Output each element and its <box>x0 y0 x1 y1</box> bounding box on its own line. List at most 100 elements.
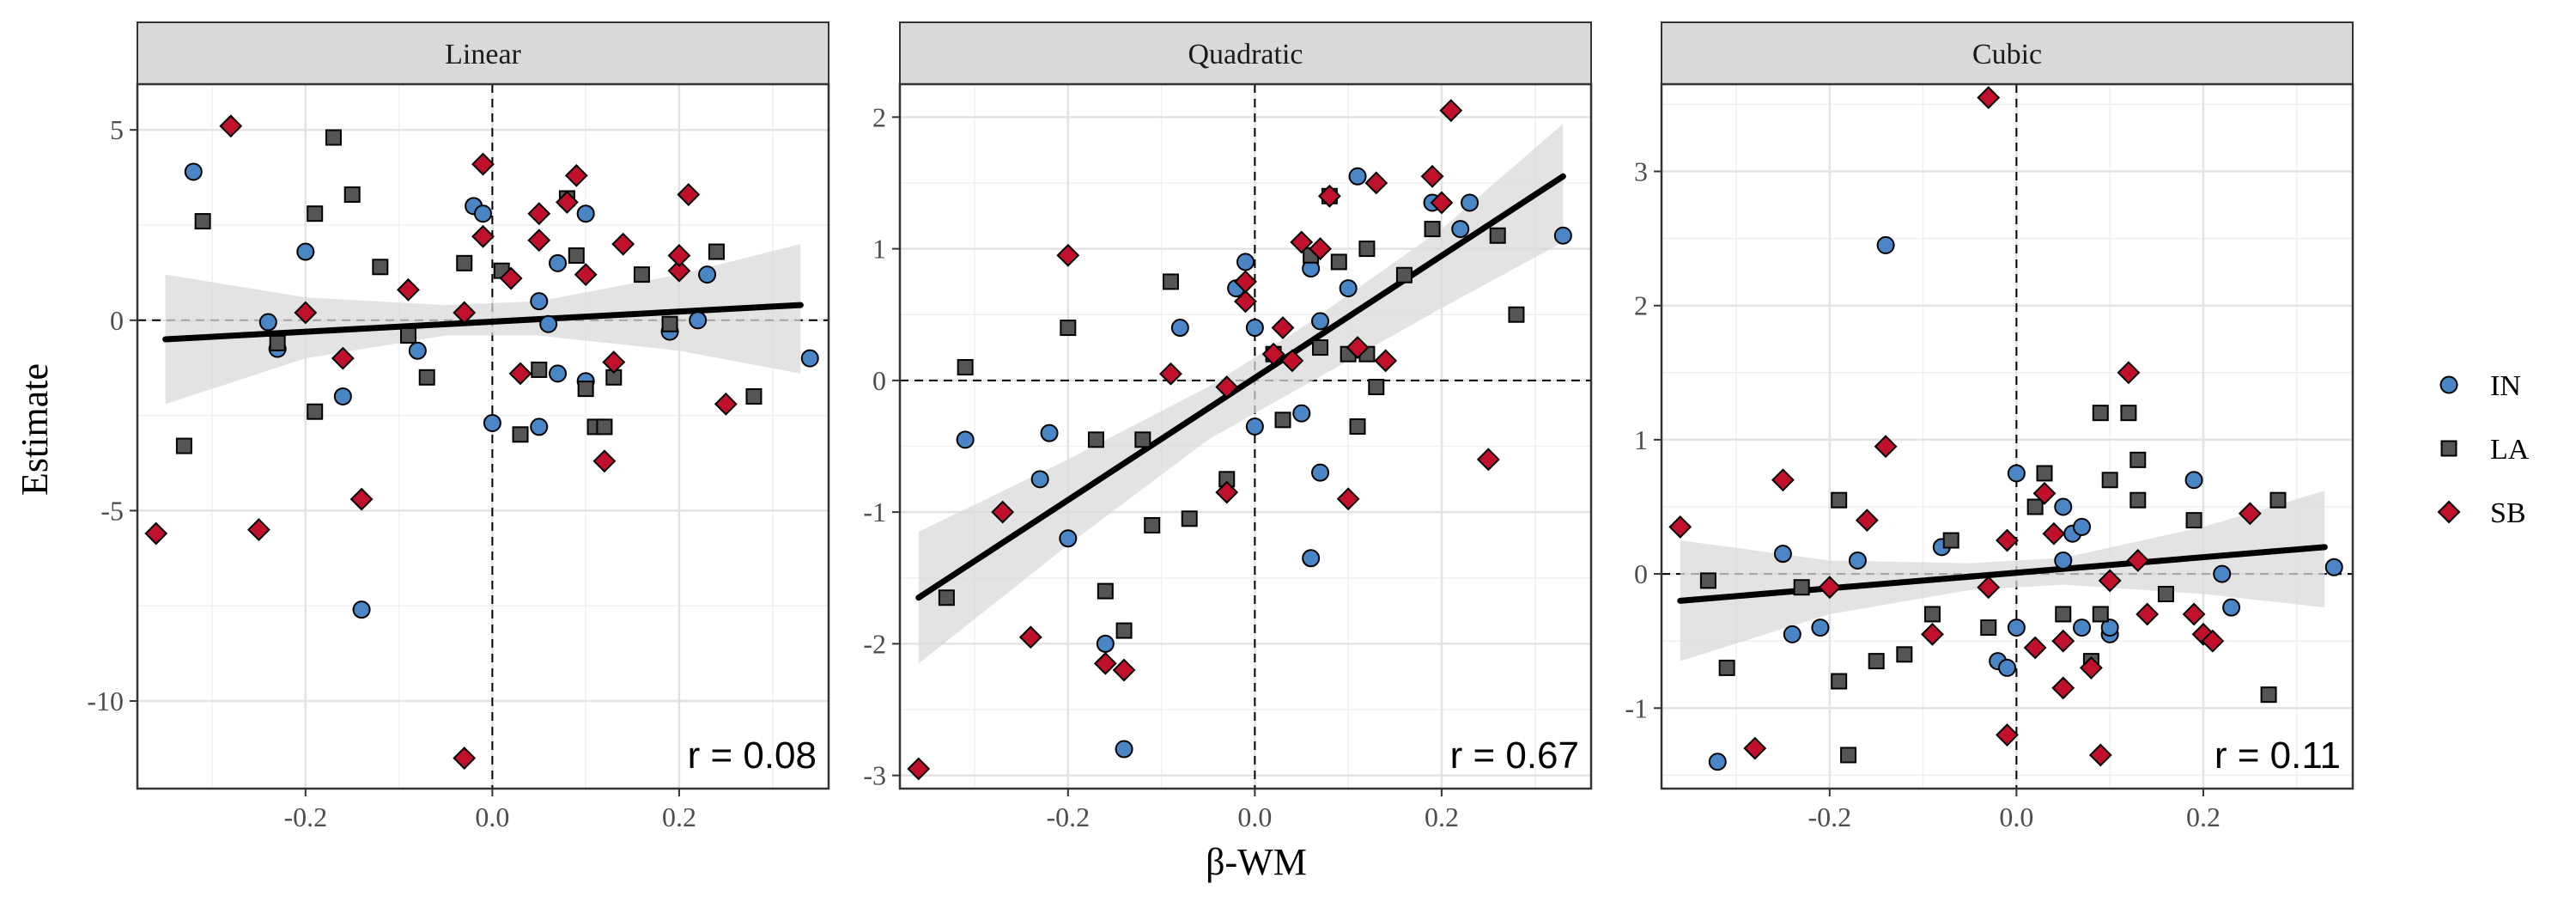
series-la <box>1699 405 2287 764</box>
point-sb <box>2051 629 2075 653</box>
point-sb <box>574 263 598 287</box>
point-sb <box>1234 270 1257 294</box>
point-sb <box>1280 349 1304 373</box>
point-sb <box>714 392 738 416</box>
point-sb <box>527 229 551 253</box>
point-sb <box>2098 569 2122 593</box>
point-in <box>483 413 501 432</box>
legend-label: SB <box>2490 497 2526 529</box>
point-sb <box>1309 237 1332 261</box>
point-sb <box>2051 676 2075 700</box>
point-la <box>194 213 211 230</box>
point-la <box>1831 491 1848 509</box>
series-in <box>1708 235 2343 771</box>
point-in <box>1708 753 1727 771</box>
point-sb <box>1743 736 1767 760</box>
point-sb <box>1977 576 2001 600</box>
point-la <box>708 243 725 260</box>
point-sb <box>1855 509 1879 533</box>
point-sb <box>592 449 617 473</box>
point-la <box>325 129 342 146</box>
series-sb <box>1668 86 2262 767</box>
point-in <box>2007 464 2026 483</box>
point-sb <box>2136 602 2160 626</box>
series-sb <box>144 114 738 770</box>
point-la <box>1274 411 1291 429</box>
point-la <box>2055 606 2072 623</box>
point-la <box>1980 619 1997 637</box>
point-in <box>1553 226 1572 245</box>
point-la <box>2269 491 2287 509</box>
point-sb <box>2042 521 2066 545</box>
confidence-ribbon <box>918 123 1564 664</box>
point-sb <box>1261 342 1285 366</box>
point-la <box>661 315 678 332</box>
point-la <box>1718 659 1735 676</box>
facet-strip <box>899 21 1592 85</box>
point-la <box>512 426 529 443</box>
y-tick-label: -3 <box>863 760 886 791</box>
point-sb <box>2032 481 2057 505</box>
point-la <box>568 247 585 264</box>
point-la <box>1793 579 1810 596</box>
point-sb <box>471 152 495 176</box>
point-in <box>2073 517 2092 536</box>
point-sb <box>1346 336 1370 359</box>
point-sb <box>1430 191 1454 215</box>
point-sb <box>1056 243 1080 267</box>
series-in <box>184 162 819 619</box>
point-sb <box>1420 164 1444 188</box>
facet-strip <box>137 21 829 85</box>
y-tick-label: 5 <box>110 114 124 145</box>
point-la <box>307 205 324 222</box>
point-in <box>1311 312 1330 331</box>
point-la <box>1134 431 1151 448</box>
point-sb <box>1112 658 1136 682</box>
point-sb <box>1374 349 1398 373</box>
point-sb <box>1093 651 1117 675</box>
point-sb <box>564 163 588 187</box>
point-la <box>1942 532 1959 549</box>
legend: IN LA SB <box>2437 370 2530 529</box>
legend-item-sb: SB <box>2437 497 2526 529</box>
series-la <box>938 187 1525 639</box>
y-tick-label: -10 <box>87 686 124 716</box>
point-sb <box>453 747 477 770</box>
point-in <box>1998 658 2016 677</box>
point-la <box>938 589 955 606</box>
y-axis-title: Estimate <box>14 363 56 496</box>
grid <box>1662 84 2353 789</box>
point-in <box>352 600 371 619</box>
point-in <box>1461 193 1479 212</box>
point-in <box>258 313 277 332</box>
point-in <box>1245 417 1264 436</box>
point-sb <box>527 202 551 226</box>
point-sb <box>1290 230 1314 254</box>
point-la <box>1115 622 1133 639</box>
point-in <box>2213 564 2232 583</box>
panel-cubic: Cubic -0.2 0.0 0.2 -1 0 1 2 3 r = 0.11 <box>1625 21 2354 832</box>
point-sb <box>508 362 532 386</box>
point-sb <box>144 521 168 545</box>
point-in <box>1170 319 1189 338</box>
y-tick-label: 2 <box>1634 290 1648 321</box>
panel-border <box>136 82 830 790</box>
point-in <box>2184 471 2203 490</box>
point-la <box>2026 498 2044 515</box>
point-la <box>1144 516 1161 533</box>
point-la <box>1330 253 1347 271</box>
point-sb <box>331 346 355 370</box>
point-la <box>1060 320 1077 337</box>
point-in <box>956 430 975 449</box>
x-tick-label: 0.0 <box>1999 801 2033 832</box>
point-la <box>2129 451 2147 468</box>
legend-key-in <box>2439 375 2458 394</box>
point-sb <box>1439 99 1463 123</box>
point-la <box>2036 465 2053 482</box>
point-sb <box>611 232 635 256</box>
point-la <box>1312 339 1329 357</box>
y-tick-label: 0 <box>872 365 886 396</box>
point-sb <box>2126 549 2150 572</box>
regression-line <box>915 173 1566 601</box>
point-la <box>1181 510 1198 527</box>
